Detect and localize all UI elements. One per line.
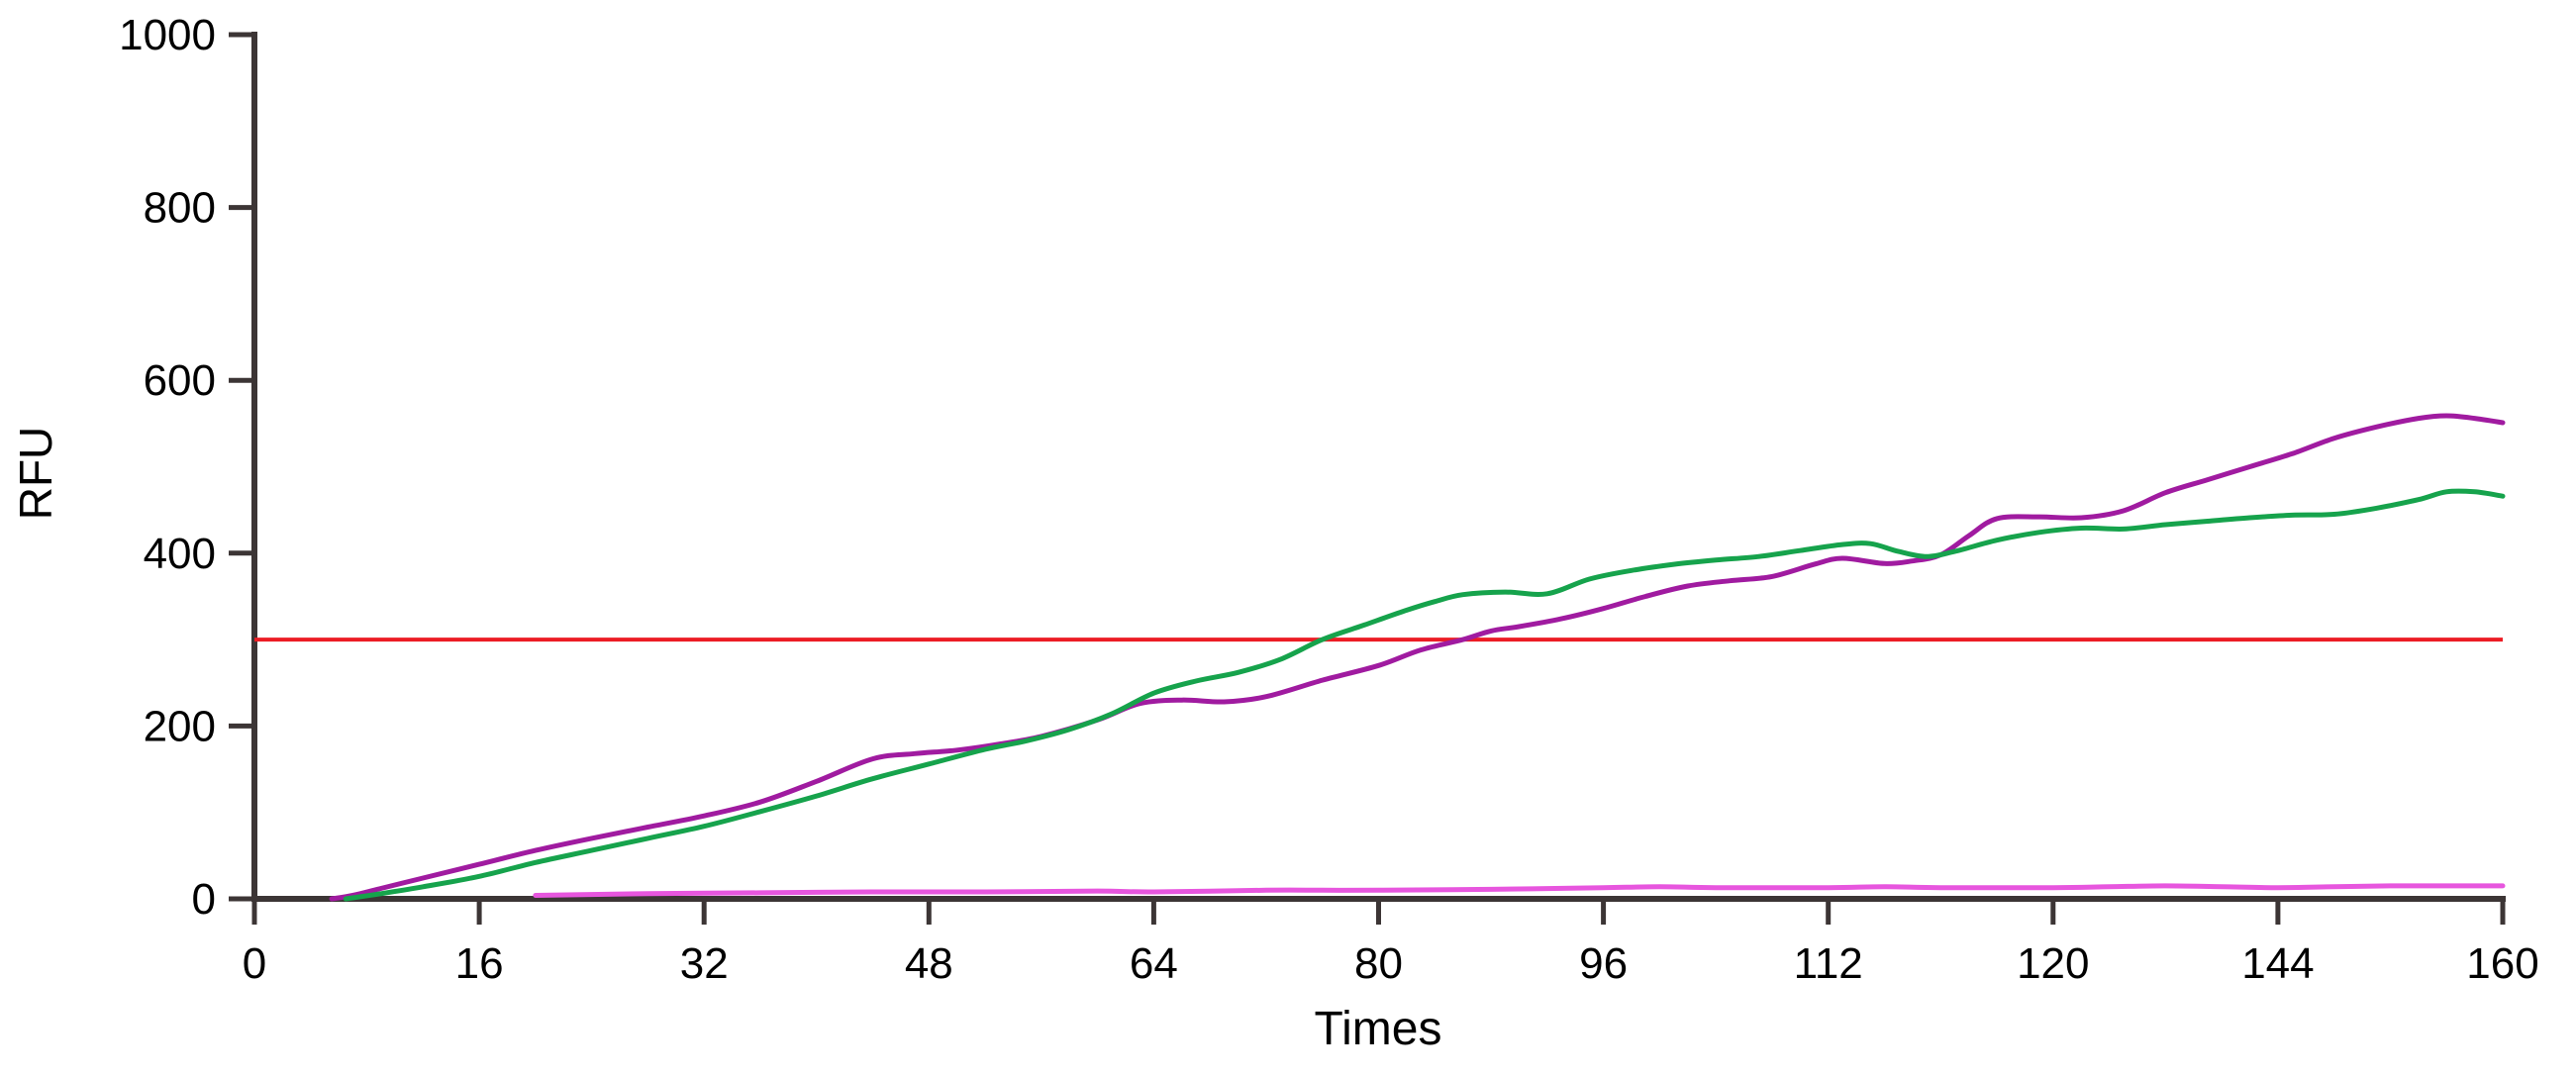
y-tick-label: 600 [144,356,216,405]
x-tick-label: 32 [680,939,729,988]
y-tick-label: 0 [192,875,216,924]
x-tick-label: 64 [1130,939,1178,988]
x-tick-label: 96 [1579,939,1628,988]
y-tick-label: 800 [144,184,216,233]
x-axis-title: Times [1314,1003,1442,1055]
purple-curve [329,413,2506,902]
green-curve [343,488,2506,902]
x-tick-label: 0 [243,939,266,988]
x-tick-label: 16 [455,939,504,988]
x-tick-label: 144 [2241,939,2314,988]
x-tick-label: 80 [1354,939,1403,988]
pink-curve [533,883,2506,899]
y-tick-label: 400 [144,530,216,578]
x-tick-label: 160 [2466,939,2538,988]
x-tick-label: 48 [905,939,953,988]
y-axis-title: RFU [10,426,61,521]
x-tick-label: 112 [1794,939,1863,988]
y-tick-label: 1000 [119,11,216,59]
y-tick-label: 200 [144,702,216,750]
x-tick-label: 120 [2017,939,2089,988]
